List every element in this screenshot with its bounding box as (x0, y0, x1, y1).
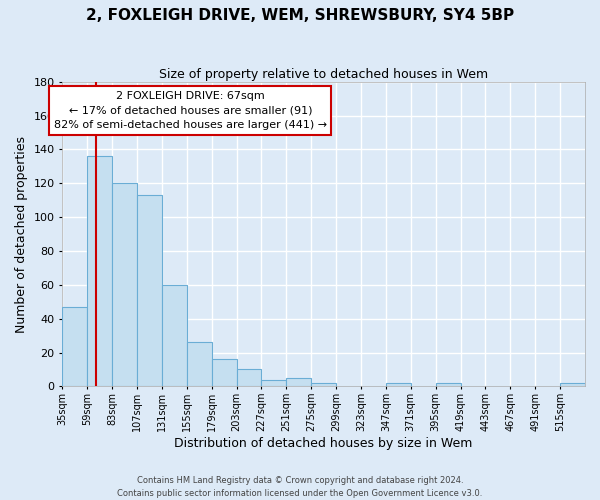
Bar (187, 342, 212, 386)
Text: 2 FOXLEIGH DRIVE: 67sqm
← 17% of detached houses are smaller (91)
82% of semi-de: 2 FOXLEIGH DRIVE: 67sqm ← 17% of detache… (54, 91, 327, 130)
Bar (212, 360, 236, 386)
Bar (137, 195, 162, 386)
Bar (311, 383, 336, 386)
Bar (262, 380, 286, 386)
Bar (286, 378, 311, 386)
Bar (386, 383, 411, 386)
Bar (560, 383, 585, 386)
Title: Size of property relative to detached houses in Wem: Size of property relative to detached ho… (159, 68, 488, 80)
Text: 2, FOXLEIGH DRIVE, WEM, SHREWSBURY, SY4 5BP: 2, FOXLEIGH DRIVE, WEM, SHREWSBURY, SY4 … (86, 8, 514, 22)
Bar (62, 307, 87, 386)
Bar (162, 285, 187, 386)
Y-axis label: Number of detached properties: Number of detached properties (15, 136, 28, 332)
Bar (87, 156, 112, 386)
X-axis label: Distribution of detached houses by size in Wem: Distribution of detached houses by size … (175, 437, 473, 450)
Bar (112, 183, 137, 386)
Text: Contains HM Land Registry data © Crown copyright and database right 2024.
Contai: Contains HM Land Registry data © Crown c… (118, 476, 482, 498)
Bar (436, 383, 461, 386)
Bar (236, 370, 262, 386)
